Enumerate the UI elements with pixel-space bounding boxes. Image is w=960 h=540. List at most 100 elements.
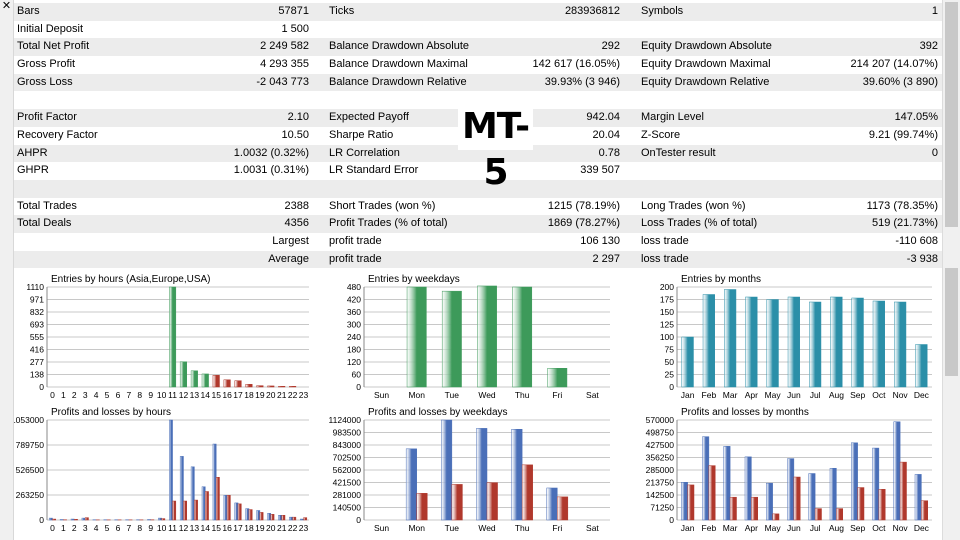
y-tick-label: 175 [660,295,674,305]
scrollbar-thumb-secondary[interactable] [945,268,958,376]
profit-bar [267,513,272,521]
report-row: AHPR 1.0032 (0.32%) LR Correlation 0.78 OnTe… [14,144,942,163]
report-cell-value: Average [268,252,309,265]
loss-bar [84,517,89,521]
y-tick-label: 702500 [333,453,362,463]
x-tick-label: 6 [116,523,121,533]
bar [681,336,694,388]
x-tick-label: 1 [61,390,66,400]
report-cell-value: 1869 (78.27%) [547,217,620,230]
y-tick-label: 60 [352,370,362,380]
left-window-strip: ✕ [0,0,14,540]
report-cell-label: OnTester result [641,146,716,159]
report-cell-value: 147.05% [894,111,938,124]
x-tick-label: 8 [137,390,142,400]
bar [851,297,864,388]
report-cell-label: Equity Drawdown Maximal [641,58,771,71]
strategy-report-table: Bars 57871 Ticks 283936812 Symbols 1 Initial D… [14,3,942,269]
x-tick-label: 17 [233,390,243,400]
x-tick-label: Sun [374,523,389,533]
report-cell-label: Short Trades (won %) [329,199,436,212]
x-tick-label: 15 [211,390,221,400]
report-cell-value: 392 [919,40,938,53]
report-cell-value: 1.0031 (0.31%) [233,164,309,177]
profit-bar [289,516,293,521]
x-tick-label: Dec [914,390,930,400]
x-tick-label: 23 [299,390,309,400]
report-row: Initial Deposit 1 500 [14,21,942,39]
report-cell-value: 4356 [284,217,309,230]
report-cell-label: Profit Trades (% of total) [329,217,448,230]
report-cell-label: Long Trades (won %) [641,199,746,212]
x-tick-label: 22 [288,523,298,533]
report-row: Largest profit trade 106 130 loss trade -110… [14,233,942,251]
vertical-scrollbar[interactable] [942,0,960,540]
x-tick-label: 7 [127,523,132,533]
bar [512,286,533,388]
profit-bar [702,436,710,521]
profit-bar [300,518,304,521]
loss-bar [793,476,801,521]
close-icon[interactable]: ✕ [1,0,12,12]
x-tick-label: Mon [408,523,425,533]
x-tick-label: Sep [850,390,865,400]
y-tick-label: 1053000 [14,415,44,425]
report-cell-label: profit trade [329,234,382,247]
profit-bar [212,443,217,521]
x-tick-label: 19 [255,390,265,400]
report-cell-value: 0.78 [598,146,620,159]
report-cell-value: 57871 [278,5,309,17]
report-cell-label: Margin Level [641,111,704,124]
loss-bar [226,495,231,521]
x-tick-label: Apr [745,523,758,533]
report-cell-value: 1215 (78.19%) [547,199,620,212]
x-tick-label: Mar [723,523,738,533]
report-cell-value: 39.93% (3 946) [544,75,620,88]
report-cell-label: LR Correlation [329,146,400,159]
loss-bar [921,500,928,521]
x-tick-label: Thu [515,523,530,533]
x-tick-label: Jul [810,523,821,533]
scrollbar-thumb[interactable] [945,2,958,227]
report-cell-value: 1173 (78.35%) [866,199,938,212]
report-cell-label: AHPR [17,146,48,159]
report-cell-label: profit trade [329,252,382,265]
y-tick-label: 25 [665,370,675,380]
x-tick-label: 22 [288,390,298,400]
report-cell-value: 2 297 [592,252,620,265]
bar [223,379,231,388]
bar [915,344,928,388]
report-cell-label: Total Net Profit [17,40,90,53]
report-cell-label: Initial Deposit [17,22,84,35]
x-tick-label: 14 [201,390,211,400]
y-tick-label: 498750 [646,428,675,438]
x-tick-label: 20 [266,390,276,400]
profit-bar [223,495,228,521]
profit-bar [511,429,523,521]
x-tick-label: Wed [478,523,496,533]
loss-bar [161,518,166,521]
report-cell-label: Bars [17,5,40,17]
loss-bar [259,512,264,521]
x-tick-label: Tue [445,390,460,400]
loss-bar [521,464,533,521]
x-tick-label: 6 [116,390,121,400]
chart-title: Entries by weekdays [368,274,460,285]
report-cell-label: Balance Drawdown Relative [329,75,467,88]
y-tick-label: 420 [347,295,361,305]
x-tick-label: 10 [157,523,167,533]
x-tick-label: Jan [681,390,695,400]
report-cell-label: Equity Drawdown Absolute [641,40,772,53]
report-row: Total Deals 4356 Profit Trades (% of total… [14,215,942,233]
x-tick-label: Feb [702,390,717,400]
x-tick-label: 12 [179,390,189,400]
y-tick-label: 971 [30,295,44,305]
x-tick-label: Jul [810,390,821,400]
x-tick-label: Tue [445,523,460,533]
x-tick-label: Sep [850,523,865,533]
report-cell-value: 39.60% (3 890) [862,75,938,88]
report-cell-label: Gross Profit [17,58,76,71]
report-cell-value: -3 938 [906,252,938,265]
bar [169,286,177,388]
bar [256,385,264,388]
